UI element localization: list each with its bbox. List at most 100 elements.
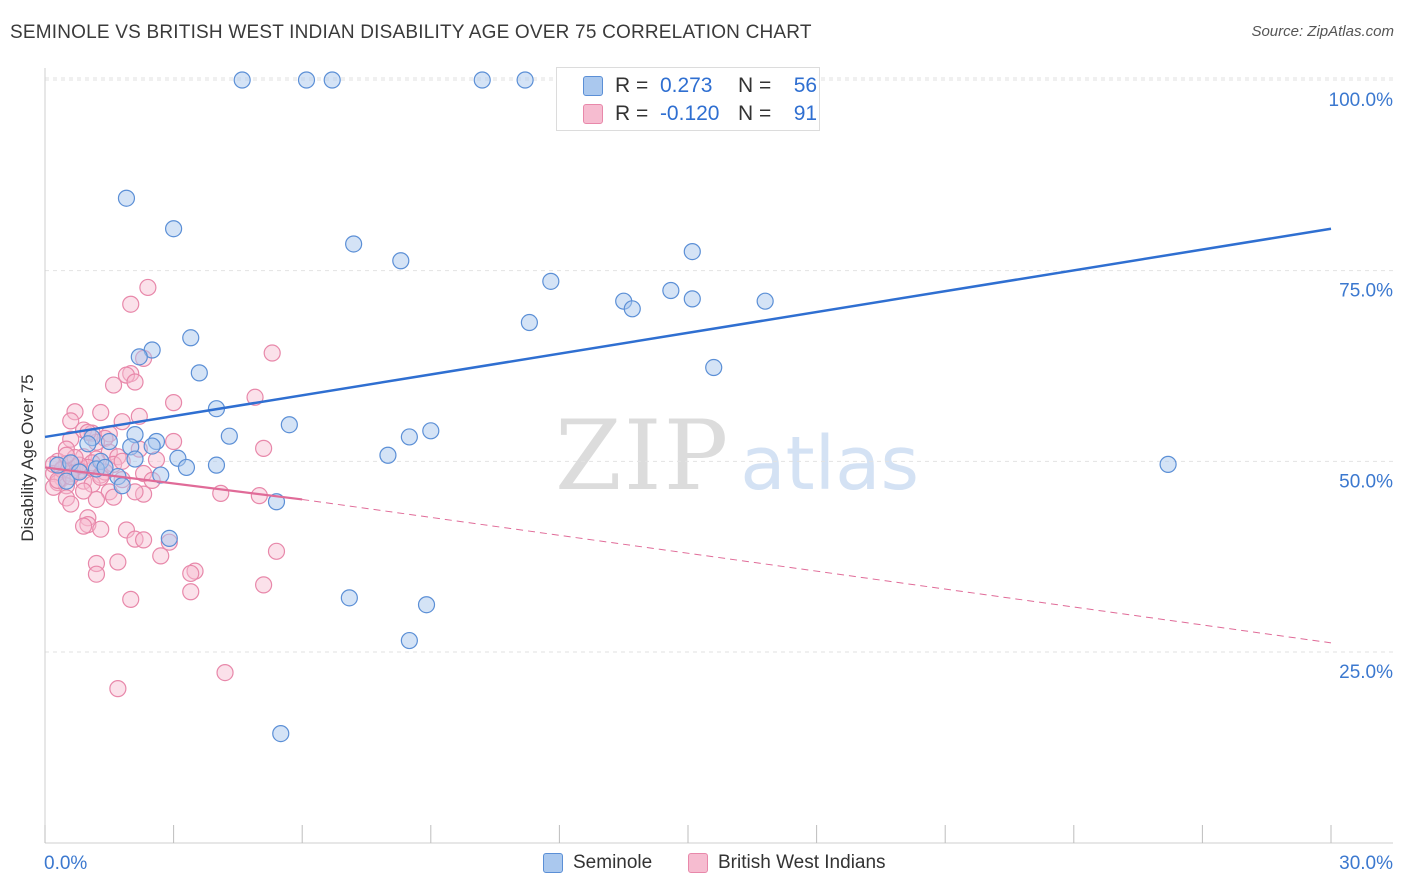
y-tick-label: 25.0%: [1339, 662, 1393, 683]
bwi-point: [134, 531, 153, 549]
r-value: 0.273: [659, 74, 713, 97]
n-label: N =: [737, 74, 772, 97]
seminole-point: [182, 329, 200, 347]
seminole-point: [520, 313, 538, 332]
seminole-point: [1159, 455, 1177, 473]
seminole-point: [683, 290, 701, 308]
seminole-point: [96, 458, 114, 477]
seminole-point: [392, 252, 410, 270]
bwi-point: [255, 576, 273, 594]
seminole-point: [683, 243, 701, 261]
bwi-point: [92, 520, 110, 538]
bwi-swatch: [688, 853, 708, 873]
r-label: R =: [615, 102, 649, 125]
n-value: 91: [793, 102, 818, 125]
seminole-point: [220, 427, 238, 445]
seminole-point: [473, 71, 491, 89]
bwi-point: [79, 509, 97, 527]
y-tick-label: 75.0%: [1339, 281, 1393, 302]
bwi-point: [87, 565, 106, 583]
seminole-point: [130, 348, 148, 366]
seminole-point: [345, 235, 363, 253]
bwi-point: [267, 542, 286, 560]
chart-title: SEMINOLE VS BRITISH WEST INDIAN DISABILI…: [10, 22, 812, 43]
legend-item-seminole[interactable]: Seminole: [543, 852, 652, 874]
seminole-point: [143, 437, 161, 455]
seminole-swatch: [583, 76, 603, 96]
bwi-point: [109, 680, 127, 698]
seminole-point: [662, 281, 680, 300]
bwi-trendline: [44, 466, 303, 501]
seminole-point: [705, 358, 723, 377]
bwi-point: [104, 488, 123, 506]
r-label: R =: [615, 74, 649, 97]
seminole-point: [207, 456, 226, 474]
watermark-atlas: atlas: [740, 421, 920, 507]
seminole-point: [79, 435, 97, 453]
watermark-zip: ZIP: [555, 400, 731, 512]
n-value: 56: [793, 74, 818, 97]
legend-label-seminole: Seminole: [573, 852, 653, 873]
bwi-point: [117, 521, 136, 539]
source-label: Source: ZipAtlas.com: [1251, 23, 1394, 40]
seminole-point: [516, 71, 534, 89]
n-label: N =: [737, 102, 772, 125]
seminole-point: [756, 292, 774, 310]
bwi-point: [92, 403, 110, 422]
bwi-point: [66, 403, 84, 421]
bwi-point: [62, 412, 80, 430]
bwi-point: [216, 663, 234, 682]
seminole-point: [340, 589, 358, 607]
watermark: ZIP atlas: [555, 400, 919, 512]
x-tick-label: 0.0%: [44, 853, 87, 874]
bwi-point: [74, 482, 93, 500]
r-value: -0.120: [659, 102, 720, 125]
y-tick-label: 50.0%: [1339, 471, 1393, 492]
bwi-point: [139, 278, 157, 297]
bottom-legend: Seminole British West Indians: [0, 852, 1406, 878]
bwi-point: [74, 517, 93, 535]
correlation-legend: R = 0.273 N = 56 R = -0.120 N = 91: [556, 67, 820, 131]
bwi-point: [165, 432, 183, 451]
legend-item-bwi[interactable]: British West Indians: [688, 852, 886, 874]
seminole-point: [190, 364, 208, 382]
seminole-point: [126, 450, 144, 468]
bwi-point: [255, 439, 273, 457]
bwi-trendline-projection: [302, 498, 1332, 644]
seminole-point: [417, 596, 436, 614]
seminole-point: [117, 189, 136, 207]
bwi-point: [126, 373, 144, 391]
x-tick-label: 30.0%: [1339, 853, 1393, 874]
bwi-swatch: [583, 104, 603, 124]
bwi-point: [182, 564, 200, 583]
seminole-point: [272, 725, 290, 743]
seminole-point: [542, 272, 560, 290]
bwi-point: [134, 464, 153, 483]
seminole-point: [57, 472, 76, 490]
seminole-point: [233, 71, 251, 89]
bwi-point: [62, 495, 80, 513]
seminole-point: [297, 71, 316, 89]
seminole-trendline: [44, 227, 1332, 439]
seminole-point: [165, 220, 183, 238]
bwi-point: [87, 490, 106, 509]
bwi-point: [104, 376, 123, 394]
bwi-point: [182, 583, 200, 601]
bwi-point: [152, 547, 170, 565]
bwi-point: [263, 344, 281, 362]
bwi-point: [109, 553, 127, 571]
seminole-point: [280, 416, 298, 434]
bwi-point: [165, 394, 183, 412]
seminole-point: [379, 446, 397, 464]
legend-row-bwi: R = -0.120 N = 91: [583, 100, 817, 128]
bwi-point: [122, 295, 140, 313]
y-tick-label: 100.0%: [1329, 90, 1394, 111]
seminole-point: [113, 477, 131, 495]
bwi-point: [117, 366, 136, 384]
seminole-point: [623, 300, 641, 318]
bwi-point: [62, 430, 80, 448]
seminole-swatch: [543, 853, 563, 873]
seminole-point: [400, 428, 418, 446]
bwi-point: [113, 413, 131, 431]
